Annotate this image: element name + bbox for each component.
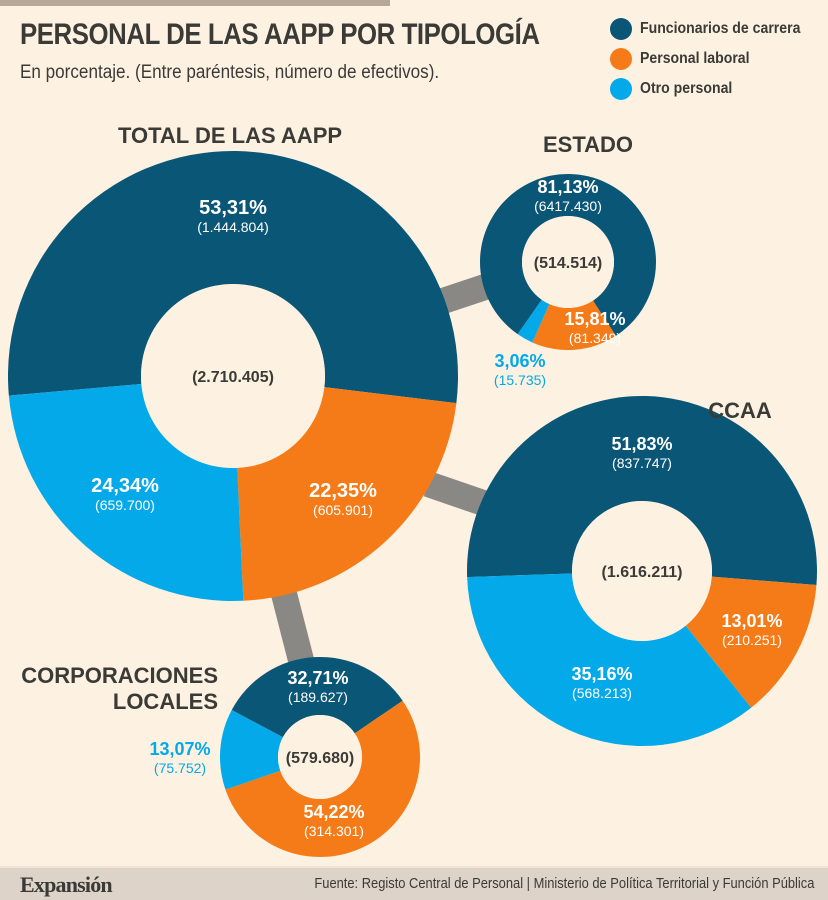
chart-title: TOTAL DE LAS AAPP: [118, 123, 342, 148]
count-label: (81.349): [569, 330, 621, 346]
count-label: (75.752): [154, 760, 206, 776]
percent-label: 13,01%: [721, 611, 782, 631]
count-label: (314.301): [304, 823, 364, 839]
count-label: (605.901): [313, 502, 373, 518]
count-label: (1.444.804): [197, 219, 269, 235]
donut-total: (2.710.405) TOTAL DE LAS AAPP 53,31%(1.444…: [8, 123, 459, 601]
segment-otro: [517, 299, 550, 343]
legend-swatch-laboral: [610, 48, 632, 70]
segment-otro: [8, 384, 244, 601]
legend-label: Otro personal: [640, 80, 733, 97]
donut-hole: [522, 216, 614, 308]
segment-laboral: [685, 576, 817, 708]
chart-title: LOCALES: [113, 689, 218, 714]
chart-title: CCAA: [708, 398, 772, 423]
top-accent-bar: [0, 0, 390, 6]
count-label: (189.627): [288, 689, 348, 705]
percent-label: 51,83%: [611, 434, 672, 454]
segment-laboral: [225, 700, 420, 857]
donut-hole: [572, 501, 712, 641]
center-total-label: (514.514): [534, 255, 603, 272]
segment-otro: [220, 710, 283, 790]
legend-item-funcionarios: Funcionarios de carrera: [610, 14, 822, 44]
donut-hole: [278, 715, 362, 799]
legend-swatch-otro: [610, 78, 632, 100]
segment-funcionarios: [8, 151, 459, 404]
chart-title: CORPORACIONES: [21, 663, 218, 688]
count-label: (15.735): [494, 372, 546, 388]
connector-2: [270, 586, 315, 668]
donut-hole: [141, 284, 325, 468]
percent-label: 53,31%: [199, 197, 267, 219]
footer: Expansión Fuente: Registo Central de Per…: [0, 866, 828, 900]
page-title: PERSONAL DE LAS AAPP POR TIPOLOGÍA: [20, 18, 540, 51]
legend: Funcionarios de carrera Personal laboral…: [610, 14, 822, 104]
page-subtitle: En porcentaje. (Entre paréntesis, número…: [20, 62, 440, 83]
percent-label: 24,34%: [91, 475, 159, 497]
percent-label: 3,06%: [494, 351, 545, 371]
donut-estado: (514.514) ESTADO 81,13%(6417.430) 15,81%(81…: [480, 132, 656, 388]
legend-label: Funcionarios de carrera: [640, 20, 801, 37]
segment-laboral: [532, 300, 616, 351]
source-note: Fuente: Registo Central de Personal | Mi…: [313, 875, 814, 892]
brand-logo: Expansión: [20, 872, 113, 897]
center-total-label: (579.680): [286, 750, 355, 767]
count-label: (6417.430): [534, 198, 602, 214]
segment-funcionarios: [480, 174, 656, 336]
segment-otro: [467, 573, 752, 747]
count-label: (568.213): [572, 685, 632, 701]
donut-ccaa: (1.616.211) CCAA 51,83%(837.747) 13,01%(210…: [466, 395, 817, 747]
segment-funcionarios: [466, 395, 817, 585]
chart-title: ESTADO: [543, 132, 633, 157]
percent-label: 22,35%: [309, 480, 377, 502]
count-label: (659.700): [95, 497, 155, 513]
percent-label: 54,22%: [303, 802, 364, 822]
legend-swatch-funcionarios: [610, 18, 632, 40]
percent-label: 13,07%: [149, 739, 210, 759]
count-label: (837.747): [612, 455, 672, 471]
count-label: (210.251): [722, 632, 782, 648]
segment-laboral: [237, 387, 457, 601]
percent-label: 32,71%: [287, 668, 348, 688]
percent-label: 81,13%: [537, 177, 598, 197]
percent-label: 35,16%: [571, 664, 632, 684]
legend-item-otro: Otro personal: [610, 74, 822, 104]
legend-item-laboral: Personal laboral: [610, 44, 822, 74]
center-total-label: (2.710.405): [192, 369, 274, 386]
legend-label: Personal laboral: [640, 50, 750, 67]
segment-funcionarios: [231, 657, 403, 738]
center-total-label: (1.616.211): [602, 564, 683, 581]
percent-label: 15,81%: [564, 309, 625, 329]
